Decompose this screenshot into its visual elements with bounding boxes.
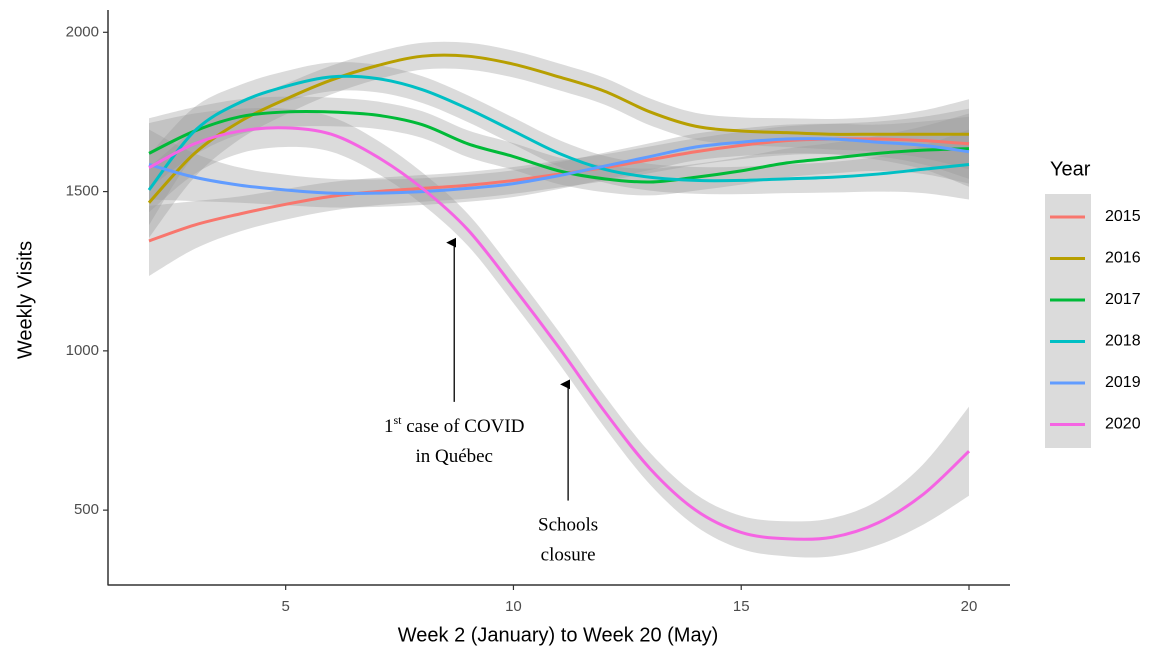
annotation-text-part: closure xyxy=(541,545,596,566)
confidence-band xyxy=(149,107,969,558)
x-tick-label: 5 xyxy=(281,598,289,615)
annotation-text: in Québec xyxy=(415,446,493,467)
confidence-bands xyxy=(149,41,969,558)
y-axis-title: Weekly Visits xyxy=(14,241,36,359)
x-tick-label: 20 xyxy=(961,598,978,615)
annotation-text-part: 1 xyxy=(384,416,394,437)
confidence-band xyxy=(149,108,969,276)
legend-label: 2017 xyxy=(1105,291,1141,308)
legend-label: 2019 xyxy=(1105,374,1141,391)
annotation-text-part: Schools xyxy=(538,515,598,536)
confidence-band xyxy=(149,62,969,226)
annotation-text: 1st case of COVID xyxy=(384,413,524,438)
annotation-text: Schools xyxy=(538,515,598,536)
legend-label: 2015 xyxy=(1105,208,1141,225)
legend-key-background xyxy=(1045,194,1091,448)
y-tick-label: 2000 xyxy=(66,23,99,40)
series-line xyxy=(148,126,971,541)
legend-label: 2020 xyxy=(1105,416,1141,433)
x-axis-title: Week 2 (January) to Week 20 (May) xyxy=(398,624,719,646)
y-tick-label: 1500 xyxy=(66,183,99,200)
annotation-text-part: in Québec xyxy=(415,446,493,467)
annotation-text-part: case of COVID xyxy=(402,416,525,437)
legend-label: 2018 xyxy=(1105,333,1141,350)
legend-label: 2016 xyxy=(1105,250,1141,267)
series-line xyxy=(147,53,969,204)
x-tick-label: 10 xyxy=(505,598,522,615)
annotation-text: closure xyxy=(541,545,596,566)
series-line xyxy=(148,109,970,184)
series-line xyxy=(147,74,970,191)
confidence-band xyxy=(149,96,969,196)
annotation-text-part: st xyxy=(393,413,402,427)
y-tick-label: 500 xyxy=(74,501,99,518)
y-tick-label: 1000 xyxy=(66,342,99,359)
series-line xyxy=(148,137,970,195)
legend-title: Year xyxy=(1050,158,1091,180)
x-tick-label: 15 xyxy=(733,598,750,615)
